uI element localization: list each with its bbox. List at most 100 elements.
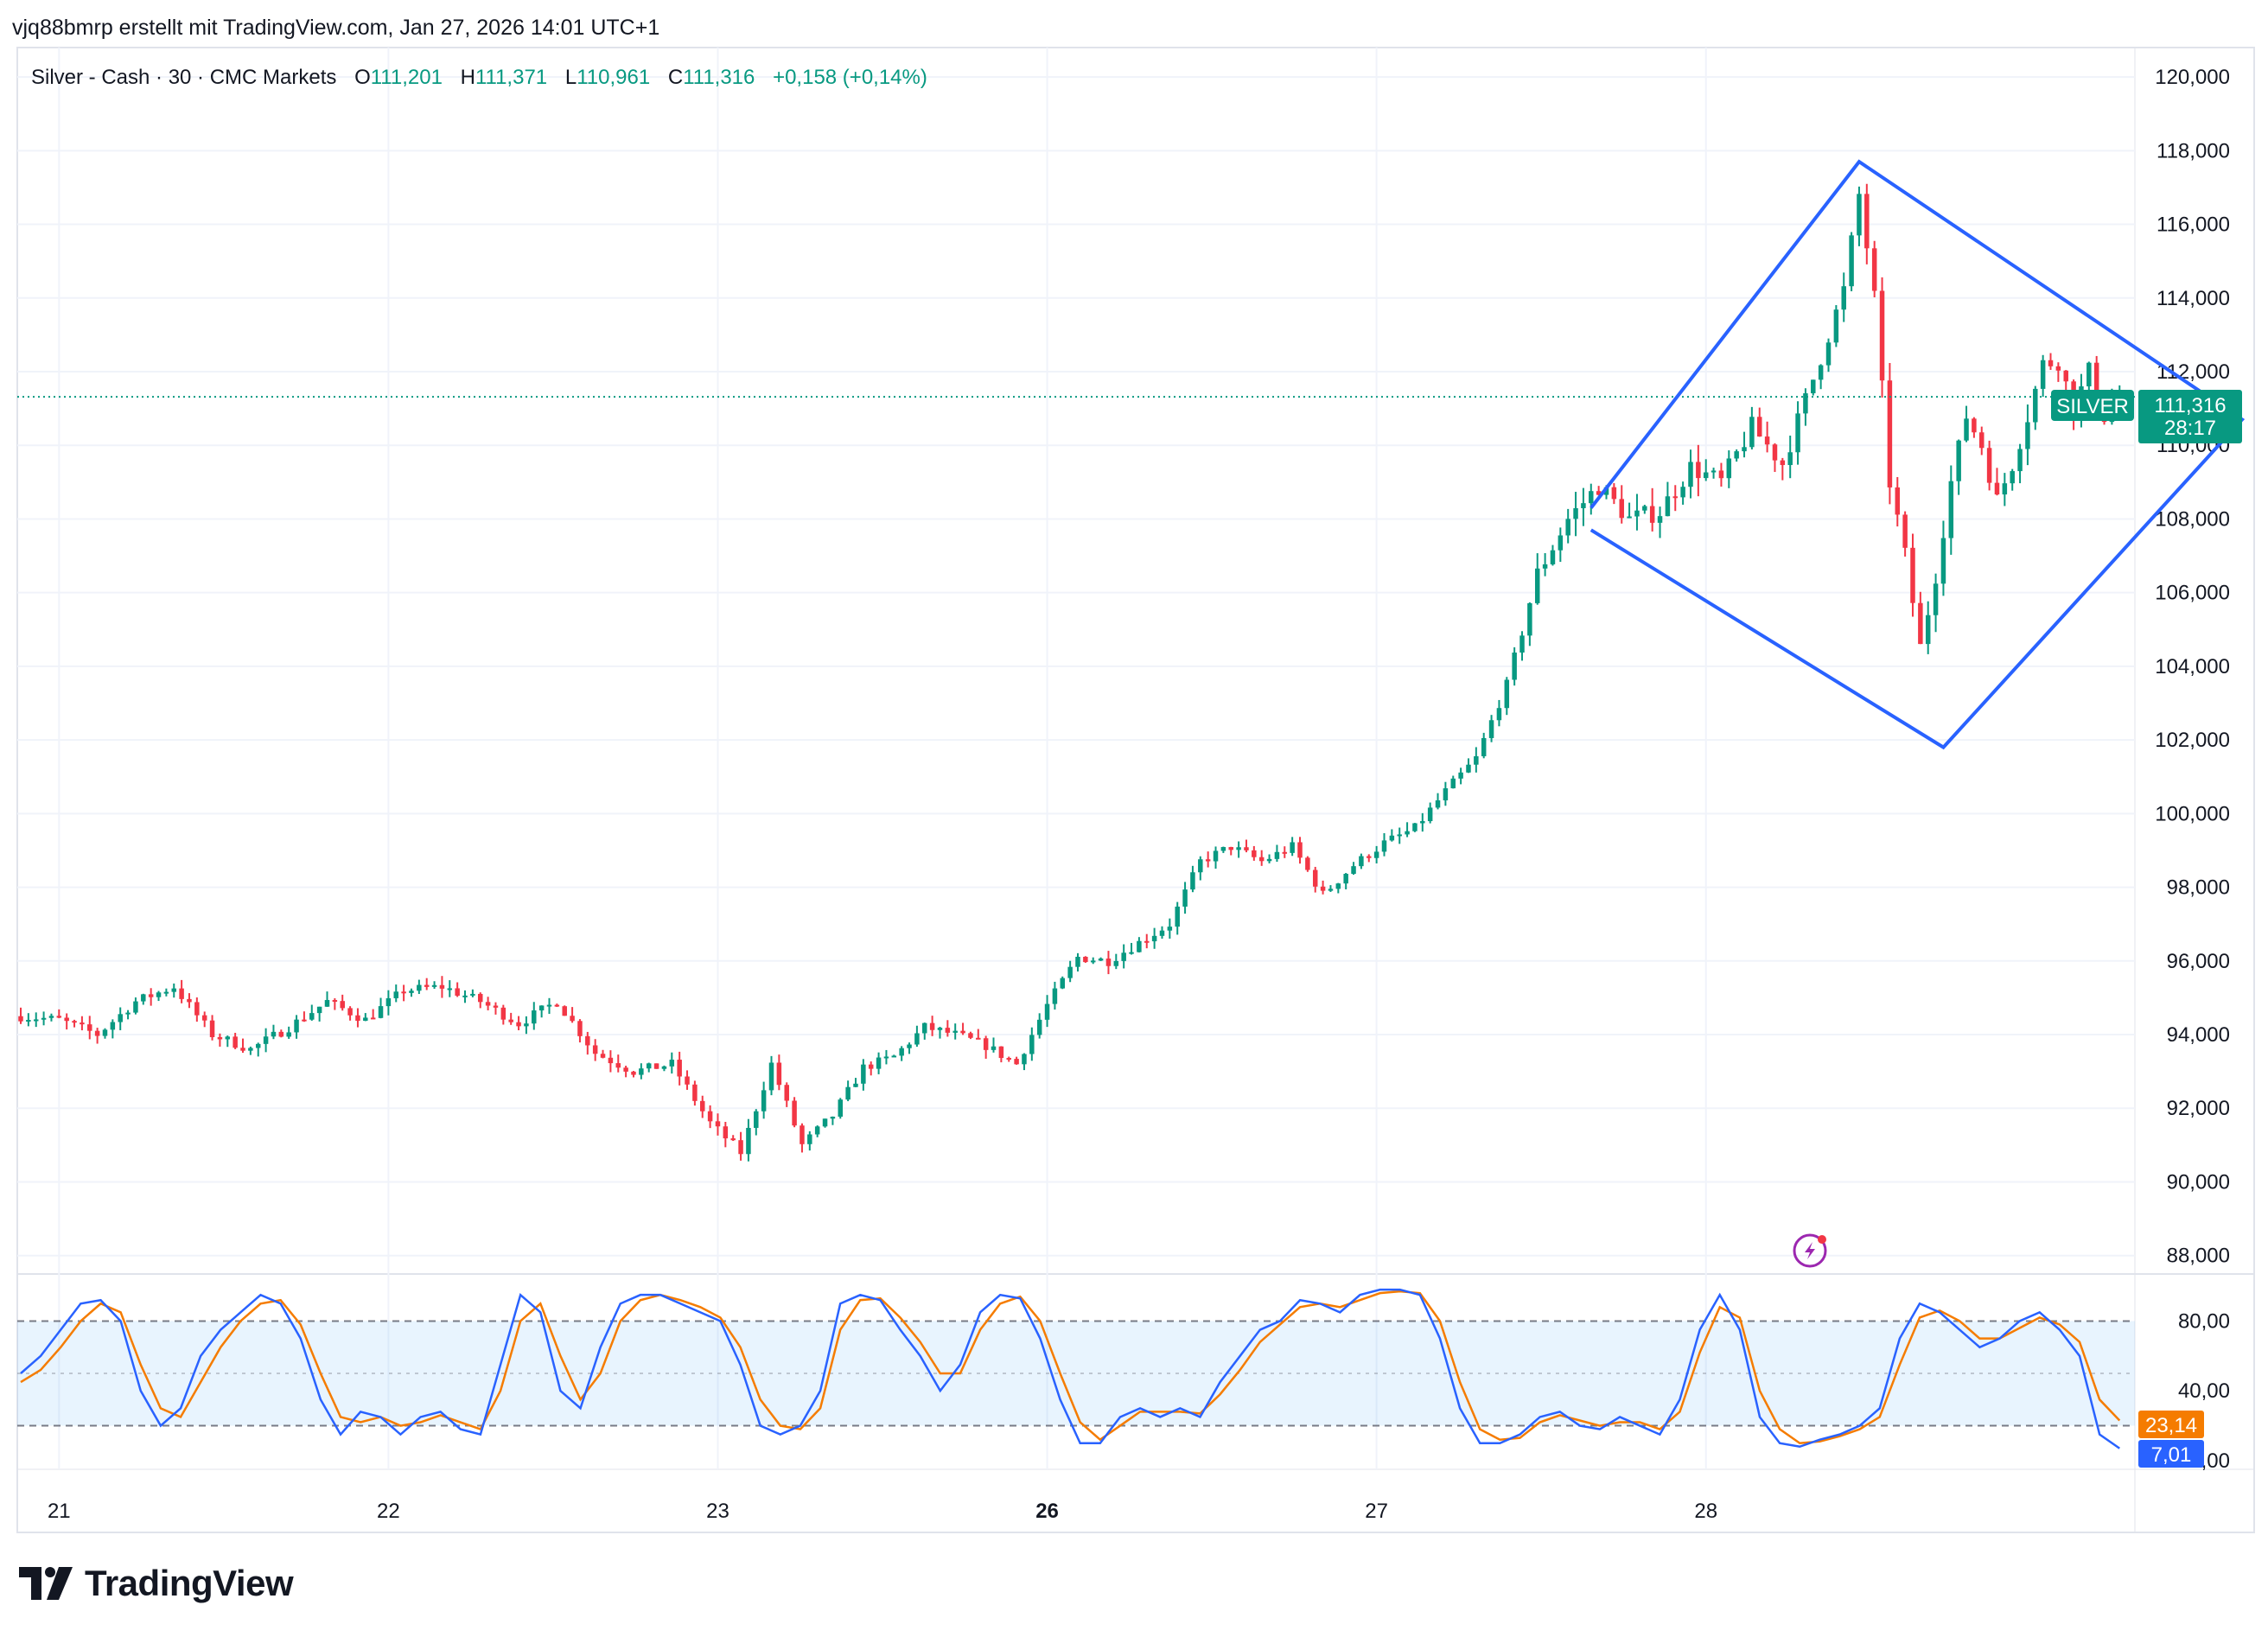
candle bbox=[692, 1080, 698, 1106]
candle bbox=[1764, 421, 1770, 453]
candle bbox=[233, 1032, 238, 1049]
candle bbox=[669, 1052, 675, 1074]
candle-body bbox=[968, 1033, 973, 1038]
candle-body bbox=[861, 1064, 866, 1084]
candle bbox=[1696, 444, 1701, 497]
candle-body bbox=[278, 1031, 284, 1037]
candle bbox=[1512, 647, 1517, 686]
candle bbox=[187, 993, 192, 1009]
candle bbox=[1734, 449, 1739, 462]
chart-attribution: vjq88bmrp erstellt mit TradingView.com, … bbox=[12, 16, 660, 40]
candlestick-series[interactable] bbox=[18, 183, 2123, 1162]
candle bbox=[1014, 1056, 1019, 1065]
candle bbox=[72, 1019, 77, 1028]
candle bbox=[1933, 573, 1939, 633]
candle bbox=[1956, 439, 1961, 495]
candle-body bbox=[1986, 448, 1992, 483]
price-tick-label: 90,000 bbox=[2167, 1170, 2230, 1194]
candle bbox=[1137, 937, 1142, 952]
candle-body bbox=[64, 1017, 69, 1022]
candle-body bbox=[1159, 930, 1165, 936]
candle-body bbox=[1841, 286, 1846, 310]
candle bbox=[653, 1063, 659, 1069]
candle bbox=[685, 1070, 690, 1090]
candle bbox=[1244, 839, 1249, 853]
candle bbox=[1558, 527, 1564, 563]
candle-body bbox=[385, 997, 392, 1007]
candle-body bbox=[1665, 496, 1671, 517]
candle-body bbox=[1481, 737, 1487, 756]
candle-body bbox=[1895, 487, 1901, 515]
candle-body bbox=[1075, 956, 1080, 967]
candle bbox=[1458, 768, 1463, 785]
candle-body bbox=[401, 991, 406, 994]
candle bbox=[1780, 457, 1786, 481]
candle-body bbox=[72, 1021, 77, 1023]
candle-body bbox=[1902, 514, 1908, 548]
candle bbox=[94, 1028, 100, 1044]
candle-body bbox=[899, 1048, 904, 1056]
candle bbox=[814, 1125, 820, 1137]
candle-body bbox=[1137, 940, 1142, 952]
candle-body bbox=[1711, 470, 1717, 473]
candle bbox=[1412, 823, 1418, 832]
candle-body bbox=[1297, 842, 1303, 858]
candle bbox=[1090, 957, 1096, 965]
candle-body bbox=[1726, 458, 1732, 479]
candle-body bbox=[2048, 360, 2054, 366]
candle bbox=[1427, 802, 1433, 824]
price-tick-label: 108,000 bbox=[2155, 507, 2230, 531]
candle-body bbox=[1335, 883, 1341, 889]
candle bbox=[1351, 862, 1356, 876]
candle-body bbox=[1466, 764, 1471, 773]
candle-body bbox=[914, 1033, 920, 1045]
candle-body bbox=[1029, 1035, 1035, 1054]
candle-body bbox=[508, 1019, 513, 1022]
candle bbox=[952, 1023, 958, 1040]
legend-high-value: 111,371 bbox=[475, 66, 547, 89]
candle-body bbox=[347, 1008, 353, 1016]
alert-bolt-icon[interactable] bbox=[1793, 1233, 1827, 1268]
candle-body bbox=[194, 1002, 200, 1016]
candle bbox=[1036, 1013, 1042, 1039]
candle-body bbox=[592, 1045, 598, 1054]
candle-body bbox=[1565, 519, 1570, 536]
price-tick-label: 118,000 bbox=[2157, 139, 2230, 162]
candle bbox=[225, 1035, 231, 1048]
price-tick-label: 94,000 bbox=[2167, 1023, 2230, 1047]
candle bbox=[431, 981, 437, 990]
candle-body bbox=[1014, 1059, 1019, 1065]
candle bbox=[1818, 364, 1824, 390]
candle-body bbox=[1504, 679, 1510, 709]
candle-body bbox=[447, 988, 453, 990]
candle bbox=[853, 1078, 858, 1087]
price-tick-label: 98,000 bbox=[2167, 876, 2230, 900]
candle-body bbox=[1343, 874, 1348, 884]
diamond-pattern[interactable] bbox=[1590, 159, 2246, 750]
candle-body bbox=[424, 984, 430, 987]
candle-body bbox=[1381, 840, 1387, 852]
candle bbox=[1328, 885, 1334, 892]
tradingview-logo: TradingView bbox=[19, 1563, 294, 1604]
price-tick-label: 114,000 bbox=[2157, 287, 2230, 310]
candle bbox=[738, 1131, 743, 1161]
candle-body bbox=[102, 1029, 108, 1036]
candle bbox=[80, 1016, 85, 1031]
candle-body bbox=[792, 1100, 797, 1126]
candle-body bbox=[723, 1126, 729, 1139]
candle bbox=[1105, 951, 1112, 975]
candle-body bbox=[907, 1044, 912, 1048]
candle bbox=[1619, 485, 1624, 524]
candle-body bbox=[455, 988, 460, 997]
candle-body bbox=[80, 1022, 85, 1025]
candle-body bbox=[945, 1028, 951, 1033]
candle bbox=[1258, 850, 1265, 866]
candle-body bbox=[1458, 772, 1463, 779]
candle bbox=[294, 1015, 299, 1039]
candle-body bbox=[1764, 436, 1770, 445]
candle bbox=[1972, 417, 1977, 438]
candle bbox=[1703, 459, 1709, 481]
candle-body bbox=[562, 1006, 567, 1016]
candle-body bbox=[1795, 413, 1800, 453]
